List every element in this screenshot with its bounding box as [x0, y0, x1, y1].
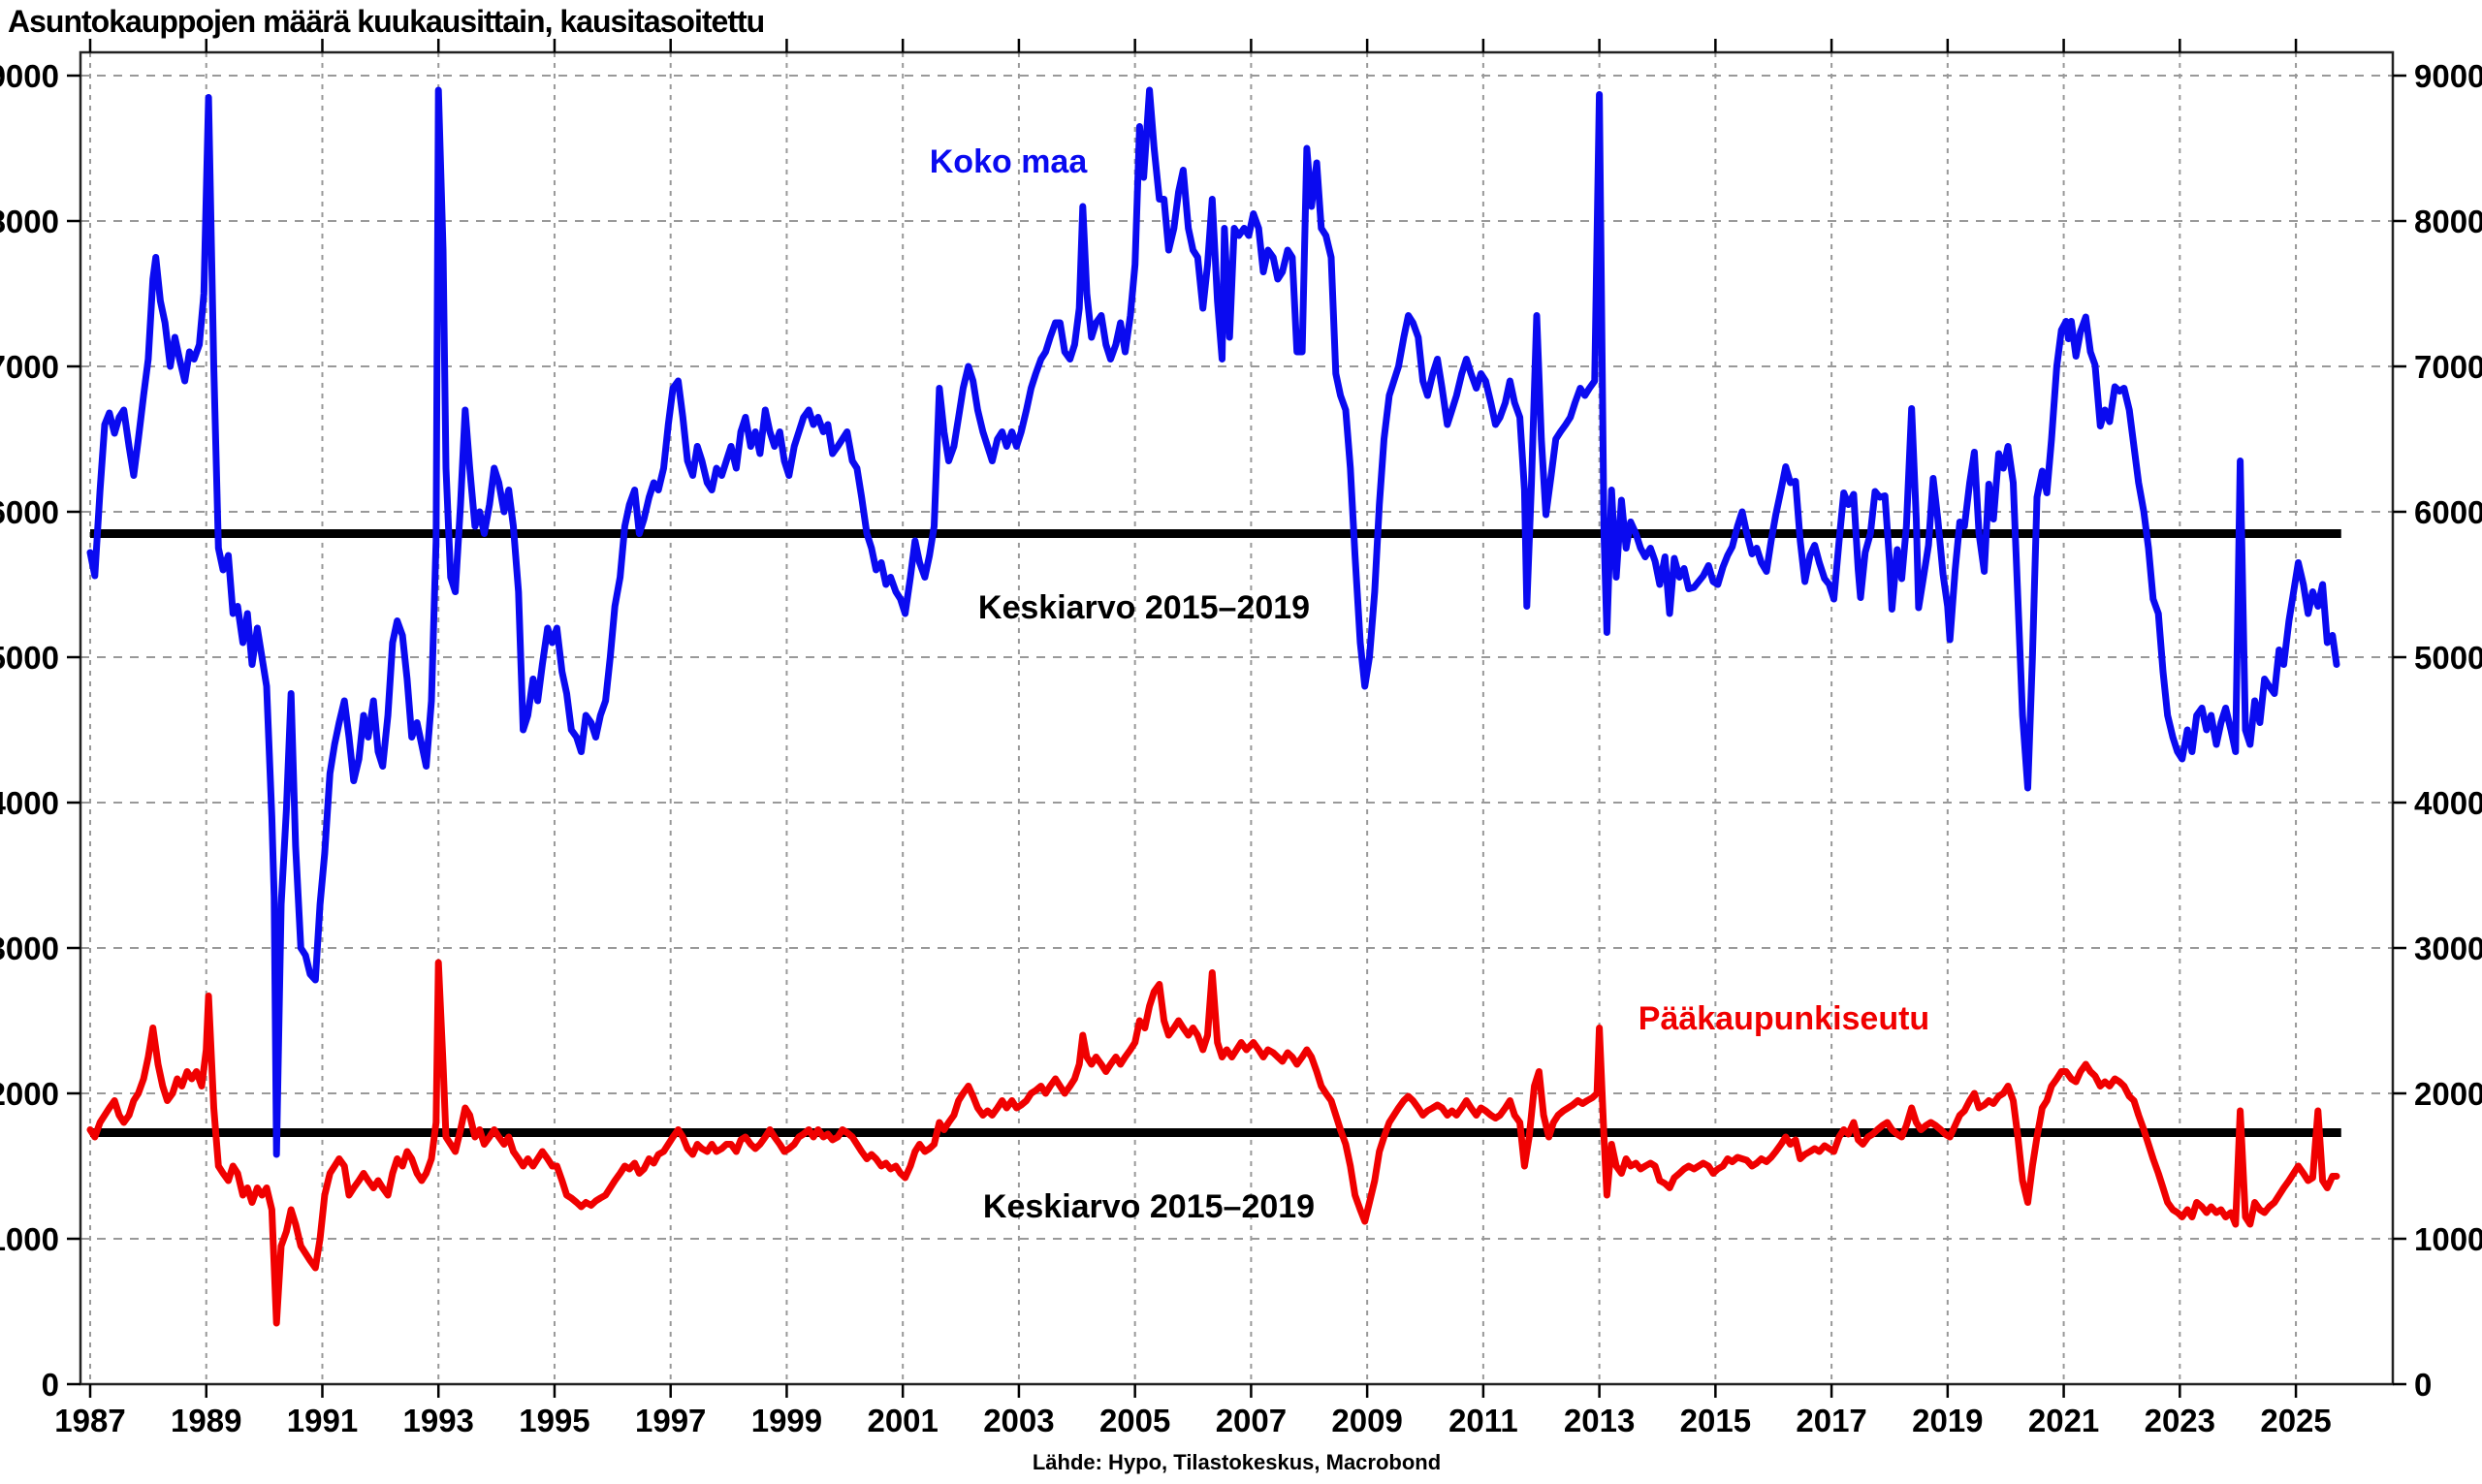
x-axis-label: 2001: [867, 1403, 938, 1438]
x-axis-label: 2013: [1564, 1403, 1635, 1438]
y-axis-label-right: 1000: [2414, 1221, 2482, 1257]
y-axis-label-left: 3000: [0, 931, 59, 966]
x-axis-label: 2003: [983, 1403, 1054, 1438]
plot-border: [79, 50, 2395, 1386]
y-axis-label-left: 8000: [0, 204, 59, 239]
x-axis-label: 2019: [1912, 1403, 1983, 1438]
series-line-paakaupunkiseutu: [86, 959, 2340, 1327]
x-axis-label: 1993: [403, 1403, 474, 1438]
y-axis-label-right: 4000: [2414, 785, 2482, 821]
x-axis-label: 2021: [2028, 1403, 2099, 1438]
y-axis-label-left: 0: [42, 1367, 59, 1403]
axis-ticks: [67, 39, 2406, 1398]
y-axis-label-left: 6000: [0, 494, 59, 530]
x-axis-label: 2007: [1216, 1403, 1287, 1438]
x-axis-label: 2025: [2260, 1403, 2331, 1438]
y-axis-label-right: 0: [2414, 1367, 2432, 1403]
x-axis-label: 2009: [1331, 1403, 1402, 1438]
chart-title: Asuntokauppojen määrä kuukausittain, kau…: [8, 4, 765, 39]
y-axis-label-left: 7000: [0, 349, 59, 385]
x-axis-label: 1991: [287, 1403, 358, 1438]
y-axis-label-right: 7000: [2414, 349, 2482, 385]
gridlines: [80, 52, 2393, 1385]
series-label-paakaupunkiseutu: Pääkaupunkiseutu: [1638, 1000, 1930, 1037]
y-axis-label-left: 9000: [0, 58, 59, 94]
x-axis-label: 2005: [1099, 1403, 1170, 1438]
y-axis-label-left: 5000: [0, 640, 59, 676]
x-axis-label: 2023: [2145, 1403, 2215, 1438]
reference-label-keskiarvo-lower: Keskiarvo 2015–2019: [982, 1188, 1316, 1225]
y-axis-label-right: 5000: [2414, 640, 2482, 676]
x-axis-label: 1995: [519, 1403, 589, 1438]
source-note: Lähde: Hypo, Tilastokeskus, Macrobond: [1032, 1450, 1442, 1474]
y-axis-label-right: 8000: [2414, 204, 2482, 239]
x-axis-label: 2011: [1448, 1403, 1518, 1438]
y-axis-label-right: 9000: [2414, 58, 2482, 94]
x-axis-label: 2017: [1796, 1403, 1866, 1438]
y-axis-label-right: 3000: [2414, 931, 2482, 966]
series-label-koko-maa: Koko maa: [929, 143, 1088, 180]
y-axis-label-right: 2000: [2414, 1076, 2482, 1112]
x-axis-label: 2015: [1680, 1403, 1751, 1438]
axis-labels: 0 0 1000 1000 2000 2000 3000 3000 4000 4000 5000 50…: [0, 58, 2482, 1438]
series-line-koko-maa: [86, 86, 2340, 1158]
y-axis-label-left: 4000: [0, 785, 59, 821]
y-axis-label-right: 6000: [2414, 494, 2482, 530]
x-axis-label: 1999: [751, 1403, 822, 1438]
reference-label-keskiarvo-upper: Keskiarvo 2015–2019: [977, 589, 1311, 626]
y-axis-label-left: 2000: [0, 1076, 59, 1112]
x-axis-label: 1987: [54, 1403, 125, 1438]
y-axis-label-left: 1000: [0, 1221, 59, 1257]
x-axis-label: 1997: [635, 1403, 706, 1438]
x-axis-label: 1989: [171, 1403, 241, 1438]
